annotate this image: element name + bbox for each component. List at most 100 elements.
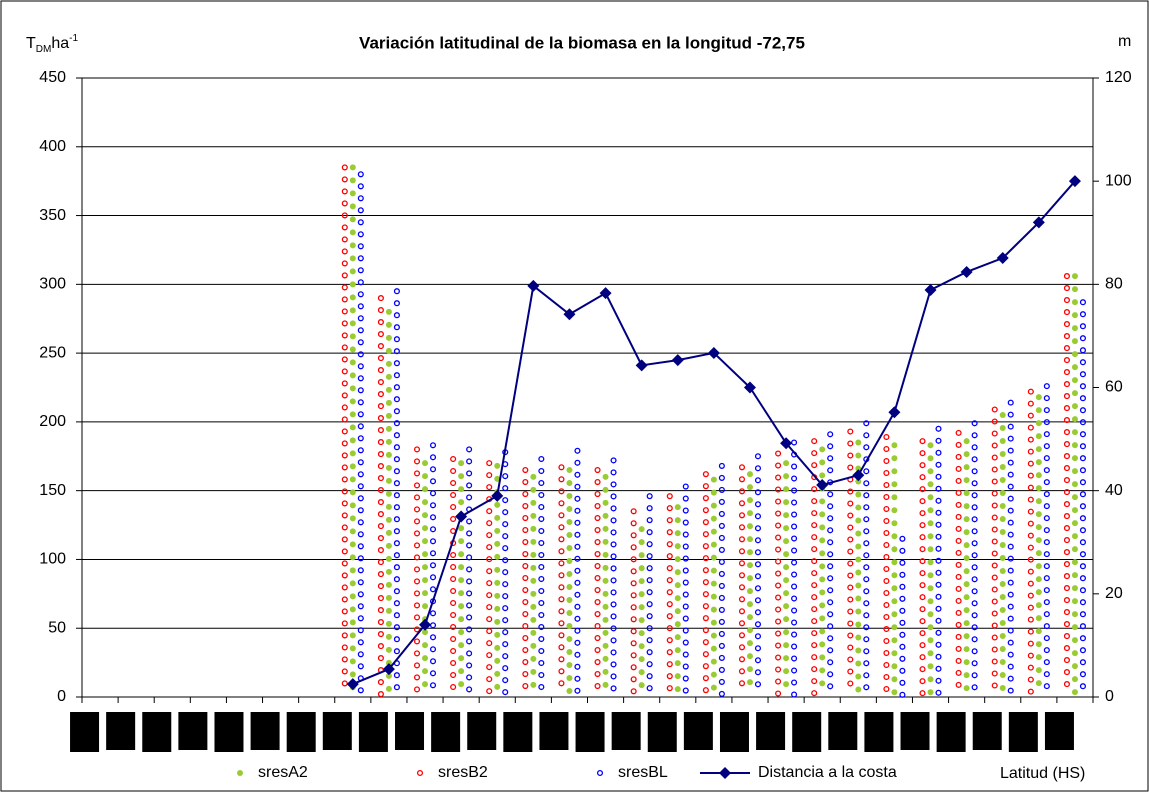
dot	[702, 555, 709, 562]
dot	[738, 464, 746, 471]
dot	[702, 615, 709, 622]
dot	[935, 593, 942, 600]
dot	[502, 605, 509, 612]
dot	[811, 486, 818, 493]
dot	[666, 553, 673, 560]
dot	[702, 471, 709, 478]
y-label-part: T	[26, 35, 36, 52]
dot	[349, 307, 356, 314]
dot-column	[1079, 299, 1086, 690]
dot	[827, 647, 834, 654]
dot	[594, 586, 601, 594]
dot	[919, 594, 926, 601]
dot	[594, 490, 601, 498]
dot	[429, 670, 437, 677]
dot	[466, 614, 473, 621]
dot	[377, 583, 384, 590]
dot	[883, 661, 890, 669]
dot	[710, 684, 717, 691]
y-tick-label: 400	[39, 138, 66, 155]
dot	[1027, 448, 1034, 455]
dot	[1027, 652, 1034, 659]
dot	[710, 541, 717, 548]
dot	[638, 643, 645, 650]
dot	[458, 577, 465, 584]
dot	[963, 646, 970, 653]
line-marker	[527, 279, 540, 292]
dot	[891, 442, 898, 449]
dot	[341, 680, 348, 687]
dot	[738, 500, 746, 507]
dot	[775, 666, 782, 673]
dot	[602, 668, 609, 675]
dot	[1071, 585, 1078, 592]
dot	[963, 594, 970, 601]
dot	[791, 535, 798, 542]
dot	[819, 680, 826, 687]
dot	[385, 347, 392, 354]
dot	[530, 486, 537, 493]
dot	[377, 319, 384, 326]
dot	[718, 510, 725, 517]
dot	[341, 404, 348, 411]
dot	[393, 372, 400, 379]
dot	[357, 531, 364, 538]
dot-column	[999, 412, 1006, 692]
dot	[718, 582, 725, 589]
dot	[594, 538, 601, 546]
dot	[458, 642, 465, 649]
dot	[602, 629, 609, 636]
dot	[610, 529, 617, 536]
dot	[357, 663, 364, 670]
dot	[891, 637, 898, 644]
dot	[971, 588, 978, 595]
dot	[393, 360, 400, 367]
dot	[883, 445, 890, 453]
dot	[1071, 442, 1078, 449]
dot	[530, 473, 537, 480]
dot	[630, 640, 637, 647]
dot	[1071, 325, 1078, 332]
dot	[855, 452, 862, 459]
dot	[341, 656, 348, 663]
dot	[422, 460, 429, 467]
dot	[450, 563, 457, 571]
dot	[674, 569, 681, 576]
dot	[991, 550, 998, 557]
dot	[357, 207, 364, 214]
dot	[1035, 654, 1042, 661]
dot	[1071, 312, 1078, 319]
dot	[935, 557, 942, 564]
dot	[855, 478, 862, 485]
dot	[863, 672, 870, 679]
dot	[863, 576, 870, 583]
dot	[574, 555, 581, 562]
dot	[1043, 623, 1050, 630]
dot	[1079, 647, 1086, 654]
redacted-label	[756, 712, 786, 750]
dot	[638, 604, 645, 611]
dot-column	[638, 526, 645, 689]
dot	[1043, 563, 1050, 570]
dot	[746, 510, 753, 517]
y-tick-label: 100	[39, 551, 66, 568]
dot	[558, 476, 565, 483]
dot	[919, 546, 926, 553]
dot	[1063, 633, 1070, 640]
dot	[746, 666, 753, 673]
dot	[458, 629, 465, 636]
dot	[341, 380, 348, 387]
dot	[646, 493, 653, 500]
dot	[413, 458, 421, 465]
dot	[791, 607, 798, 614]
dot	[754, 561, 762, 568]
dot	[357, 591, 364, 598]
dot	[594, 562, 601, 570]
dot	[486, 520, 493, 527]
dot	[594, 646, 601, 654]
dot	[422, 473, 429, 480]
dot	[357, 603, 364, 610]
dot	[429, 586, 437, 593]
dot	[558, 548, 565, 555]
dot	[393, 624, 400, 631]
